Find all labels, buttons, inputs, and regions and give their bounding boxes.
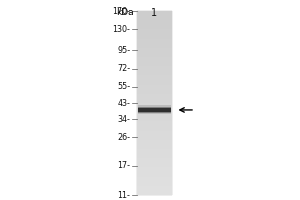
Bar: [136, 34, 172, 39]
Bar: [136, 89, 172, 94]
Bar: [138, 108, 171, 112]
Bar: [136, 15, 172, 20]
Bar: [138, 105, 171, 114]
Bar: [138, 107, 171, 113]
Bar: [136, 107, 172, 112]
Bar: [136, 52, 172, 57]
Bar: [136, 176, 172, 181]
Text: 1: 1: [152, 8, 158, 18]
Bar: [136, 103, 172, 108]
Bar: [136, 130, 172, 135]
Bar: [136, 48, 172, 52]
Bar: [136, 121, 172, 126]
Bar: [136, 84, 172, 89]
Bar: [136, 66, 172, 71]
Bar: [136, 11, 172, 195]
Bar: [136, 172, 172, 177]
Bar: [136, 144, 172, 149]
Bar: [136, 25, 172, 29]
Text: kDa: kDa: [116, 8, 133, 17]
Bar: [136, 80, 172, 85]
Text: 17-: 17-: [118, 161, 130, 170]
Bar: [136, 71, 172, 75]
Bar: [136, 98, 172, 103]
Bar: [136, 186, 172, 190]
Bar: [136, 29, 172, 34]
Text: 95-: 95-: [117, 46, 130, 55]
Bar: [136, 11, 172, 16]
Bar: [136, 149, 172, 154]
Bar: [136, 94, 172, 98]
Bar: [136, 190, 172, 195]
Bar: [136, 135, 172, 140]
Bar: [136, 153, 172, 158]
Bar: [136, 158, 172, 163]
Bar: [136, 75, 172, 80]
Bar: [136, 163, 172, 167]
Bar: [136, 126, 172, 131]
Bar: [136, 117, 172, 121]
Bar: [136, 140, 172, 144]
Text: 11-: 11-: [118, 190, 130, 199]
Bar: [136, 38, 172, 43]
Bar: [136, 20, 172, 25]
Bar: [136, 43, 172, 48]
Text: 34-: 34-: [118, 115, 130, 124]
Bar: [136, 112, 172, 117]
Bar: [136, 181, 172, 186]
Bar: [136, 167, 172, 172]
Text: 26-: 26-: [118, 133, 130, 142]
Bar: [136, 57, 172, 62]
Bar: [136, 61, 172, 66]
Text: 43-: 43-: [118, 99, 130, 108]
Text: 72-: 72-: [117, 64, 130, 73]
Text: 130-: 130-: [112, 25, 130, 34]
Text: 55-: 55-: [117, 82, 130, 91]
Text: 170-: 170-: [112, 6, 130, 16]
